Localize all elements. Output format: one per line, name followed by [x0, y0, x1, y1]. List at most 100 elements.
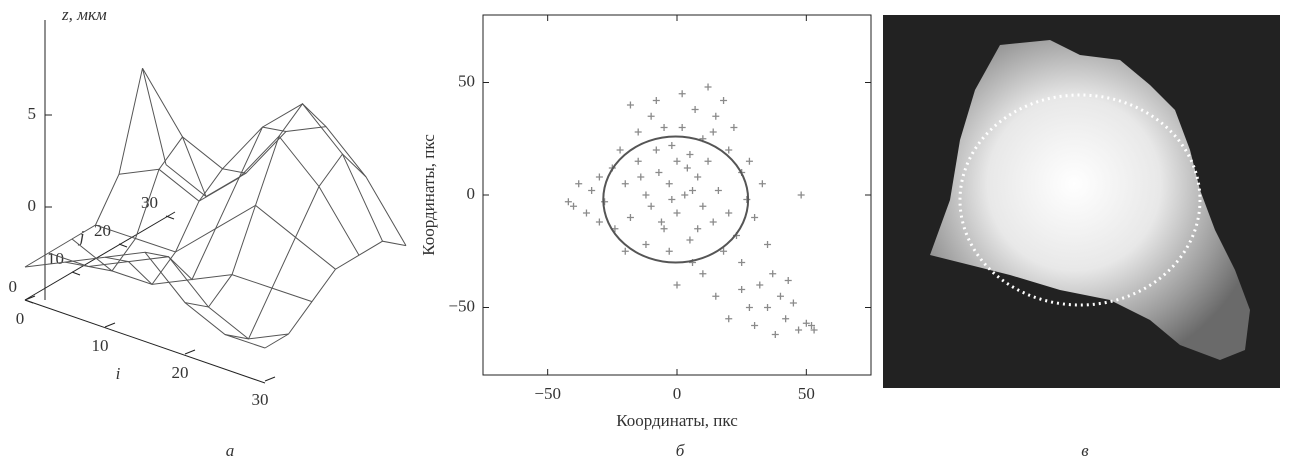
scatter-point — [665, 247, 673, 255]
scatter-point — [683, 164, 691, 172]
scatter-point — [686, 236, 694, 244]
scatter-point — [776, 292, 784, 300]
panel-label: б — [676, 441, 685, 460]
scatter-point — [665, 180, 673, 188]
scatter-point — [660, 225, 668, 233]
scatter-point — [595, 218, 603, 226]
surface-mesh — [118, 135, 360, 256]
scatter-point — [689, 187, 697, 194]
scatter-point — [691, 106, 699, 113]
y-tick-label: −50 — [448, 296, 475, 315]
panel-label: а — [226, 441, 235, 460]
i-tick-label: 20 — [172, 363, 189, 382]
scatter-point — [611, 225, 619, 233]
j-tick — [165, 215, 175, 220]
surface-mesh — [142, 67, 383, 242]
scatter-point — [626, 214, 634, 221]
j-axis-label: j — [78, 227, 85, 246]
i-tick — [24, 295, 36, 301]
z-tick-label: 0 — [28, 196, 37, 215]
scatter-point — [634, 157, 642, 165]
scatter-point — [704, 83, 712, 91]
scatter-point — [764, 304, 772, 311]
surface-mesh — [95, 204, 336, 270]
scatter-point — [745, 304, 753, 311]
scatter-point — [771, 331, 779, 338]
scatter-point — [712, 292, 720, 300]
j-tick-label: 10 — [47, 249, 64, 268]
scatter-point — [699, 270, 707, 278]
scatter-point — [647, 202, 655, 210]
y-tick-label: 50 — [458, 71, 475, 90]
scatter-point — [686, 151, 694, 158]
intensity-blob — [930, 40, 1250, 360]
scatter-point — [678, 90, 686, 98]
i-tick — [264, 376, 276, 382]
scatter-point — [681, 191, 689, 199]
scatter-point — [725, 315, 733, 323]
scatter-point — [709, 128, 717, 136]
scatter-point — [764, 241, 772, 248]
scatter-point — [588, 187, 596, 194]
scatter-point — [751, 322, 759, 329]
scatter-point — [797, 191, 805, 199]
scatter-point — [699, 202, 707, 210]
surface-mesh — [24, 251, 266, 349]
scatter-point — [668, 196, 676, 203]
scatter-point — [673, 281, 681, 289]
scatter-point — [647, 112, 655, 120]
scatter-point — [621, 247, 629, 255]
j-tick — [24, 299, 34, 304]
scatter-point — [601, 198, 609, 206]
scatter-point — [720, 247, 728, 255]
scatter-point — [712, 112, 720, 120]
x-tick-label: 50 — [798, 384, 815, 403]
scatter-point — [652, 97, 660, 104]
z-axis-label: z, мкм — [61, 5, 107, 24]
scatter-point — [694, 225, 702, 233]
j-axis — [24, 211, 176, 301]
i-tick — [184, 349, 196, 355]
i-tick-label: 30 — [252, 390, 269, 409]
x-tick-label: −50 — [534, 384, 561, 403]
panel-label: в — [1081, 441, 1089, 460]
scatter-point — [655, 169, 663, 176]
z-tick-label: 5 — [28, 104, 37, 123]
scatter-point — [751, 214, 759, 221]
scatter-point — [714, 187, 722, 194]
y-axis-label: Координаты, пкс — [419, 134, 438, 256]
scatter-point — [738, 286, 746, 293]
i-tick-label: 10 — [92, 336, 109, 355]
scatter-point — [637, 173, 645, 181]
scatter-point — [769, 270, 777, 278]
i-tick-label: 0 — [16, 309, 25, 328]
scatter-point — [795, 326, 803, 334]
scatter-point — [642, 241, 650, 248]
surface-mesh — [165, 126, 407, 246]
scatter-point — [570, 202, 578, 210]
i-tick — [104, 322, 116, 328]
scatter-point — [621, 180, 629, 188]
scatter-point — [782, 315, 790, 323]
scatter-point — [758, 180, 766, 188]
scatter-point — [738, 259, 746, 266]
surface-mesh — [48, 252, 289, 340]
scatter-point — [616, 146, 624, 154]
scatter-point — [595, 173, 603, 181]
scatter-point — [720, 97, 728, 104]
scatter-point — [784, 277, 792, 284]
scatter-point — [582, 209, 590, 217]
plot-frame — [482, 14, 872, 376]
scatter-point — [668, 142, 676, 149]
image-panel: в — [883, 15, 1280, 460]
scatter-point — [730, 124, 738, 131]
scatter-point — [709, 218, 717, 226]
i-axis — [24, 299, 266, 384]
scatter-point — [725, 146, 733, 154]
scatter-point — [660, 124, 668, 131]
scatter-point — [634, 128, 642, 136]
j-tick — [118, 243, 128, 248]
scatter-point — [564, 198, 572, 206]
scatter-point — [802, 319, 810, 327]
